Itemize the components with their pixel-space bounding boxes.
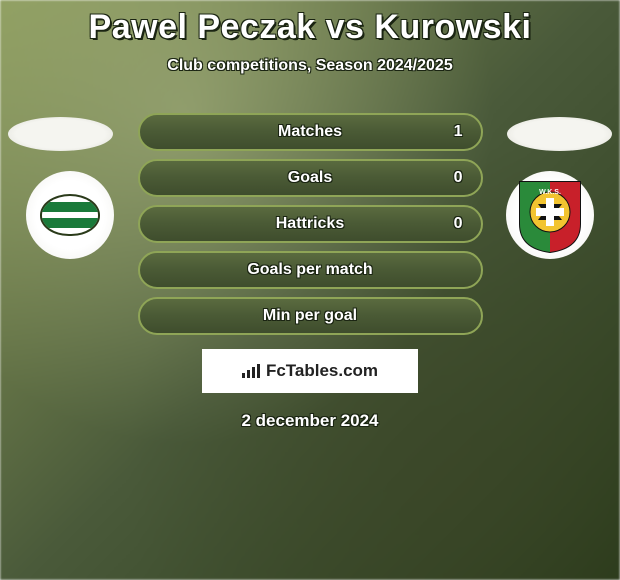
club-crest-right-icon: W.K.S. xyxy=(516,176,584,254)
stat-value: 0 xyxy=(454,169,463,187)
page-title: Pawel Peczak vs Kurowski xyxy=(0,8,620,47)
stat-row-hattricks: Hattricks 0 xyxy=(138,205,483,243)
player-left-silhouette xyxy=(8,117,113,151)
stat-row-goals: Goals 0 xyxy=(138,159,483,197)
stat-value: 1 xyxy=(454,123,463,141)
club-badge-left xyxy=(26,171,114,259)
player-right-silhouette xyxy=(507,117,612,151)
stats-area: W.K.S. Matches 1 Goals 0 Hattricks 0 Goa… xyxy=(0,113,620,335)
stat-label: Matches xyxy=(278,123,342,141)
date-text: 2 december 2024 xyxy=(0,411,620,431)
svg-text:W.K.S.: W.K.S. xyxy=(539,189,561,196)
infographic: Pawel Peczak vs Kurowski Club competitio… xyxy=(0,0,620,580)
stat-label: Goals per match xyxy=(247,261,372,279)
stat-label: Hattricks xyxy=(276,215,344,233)
club-badge-right: W.K.S. xyxy=(506,171,594,259)
bar-chart-icon xyxy=(242,364,260,378)
subtitle: Club competitions, Season 2024/2025 xyxy=(0,57,620,75)
brand-box: FcTables.com xyxy=(202,349,418,393)
brand-text: FcTables.com xyxy=(266,361,378,381)
stat-list: Matches 1 Goals 0 Hattricks 0 Goals per … xyxy=(138,113,483,335)
club-crest-left-icon xyxy=(40,194,100,236)
stat-row-gpm: Goals per match xyxy=(138,251,483,289)
stat-label: Goals xyxy=(288,169,332,187)
stat-row-mpg: Min per goal xyxy=(138,297,483,335)
stat-value: 0 xyxy=(454,215,463,233)
stat-label: Min per goal xyxy=(263,307,357,325)
stat-row-matches: Matches 1 xyxy=(138,113,483,151)
